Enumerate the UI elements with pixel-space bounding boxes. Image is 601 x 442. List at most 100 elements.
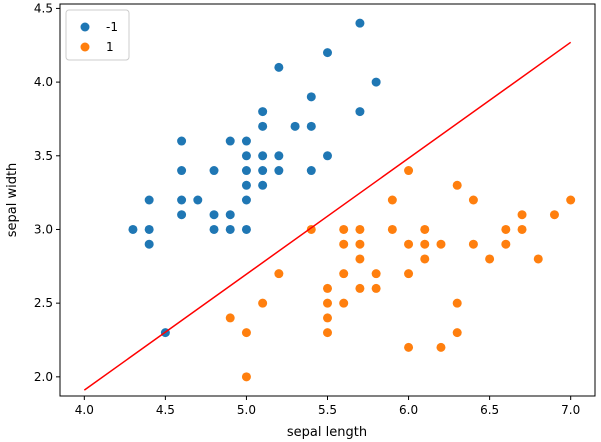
data-point-series-1-6 bbox=[177, 195, 187, 205]
legend-box bbox=[65, 9, 130, 61]
data-point-series-1-19 bbox=[241, 166, 251, 176]
data-point-series-2-24 bbox=[404, 239, 414, 249]
data-point-series-1-16 bbox=[241, 224, 251, 234]
data-point-series-2-23 bbox=[404, 269, 414, 279]
data-point-series-2-31 bbox=[452, 328, 462, 338]
legend-label-series-1: -1 bbox=[106, 20, 118, 34]
data-point-series-2-4 bbox=[274, 269, 284, 279]
y-tick-label: 3.0 bbox=[34, 222, 53, 236]
data-point-series-1-22 bbox=[258, 180, 268, 190]
data-point-series-2-25 bbox=[404, 166, 414, 176]
data-point-series-1-33 bbox=[306, 92, 316, 102]
data-point-series-2-15 bbox=[355, 254, 365, 264]
data-point-series-1-36 bbox=[355, 107, 365, 117]
data-point-series-2-33 bbox=[452, 180, 462, 190]
data-point-series-2-11 bbox=[339, 269, 349, 279]
series-layer bbox=[128, 18, 576, 382]
y-axis-label: sepal width bbox=[5, 163, 20, 238]
data-point-series-2-20 bbox=[387, 224, 397, 234]
data-point-series-1-2 bbox=[144, 224, 154, 234]
x-tick-label: 5.0 bbox=[237, 403, 256, 417]
data-point-series-2-9 bbox=[323, 283, 332, 293]
data-point-series-1-8 bbox=[177, 136, 187, 146]
data-point-series-2-34 bbox=[468, 239, 478, 249]
data-point-series-2-6 bbox=[323, 328, 332, 338]
data-point-series-1-30 bbox=[290, 121, 300, 131]
data-point-series-2-26 bbox=[420, 254, 430, 264]
data-point-series-1-21 bbox=[241, 136, 251, 146]
x-tick-label: 4.5 bbox=[156, 403, 175, 417]
legend-label-series-2: 1 bbox=[106, 40, 114, 54]
data-point-series-1-3 bbox=[144, 195, 154, 205]
y-tick-label: 4.5 bbox=[34, 1, 53, 15]
data-point-series-1-10 bbox=[209, 224, 219, 234]
legend-marker-series-2 bbox=[80, 42, 90, 52]
data-point-series-1-20 bbox=[241, 151, 251, 161]
data-point-series-2-35 bbox=[468, 195, 478, 205]
data-point-series-1-11 bbox=[209, 210, 219, 220]
data-point-series-1-29 bbox=[274, 62, 284, 72]
data-point-series-1-37 bbox=[355, 18, 365, 28]
data-point-series-1-7 bbox=[177, 166, 187, 176]
data-point-series-2-22 bbox=[404, 342, 414, 352]
decision-boundary-line bbox=[83, 41, 572, 391]
data-point-series-1-25 bbox=[258, 121, 268, 131]
data-point-series-1-1 bbox=[144, 239, 154, 249]
data-point-series-1-24 bbox=[258, 151, 268, 161]
data-point-series-2-43 bbox=[566, 195, 576, 205]
x-tick-label: 7.0 bbox=[561, 403, 580, 417]
data-point-series-2-42 bbox=[549, 210, 559, 220]
data-point-series-2-39 bbox=[517, 224, 527, 234]
data-point-series-2-1 bbox=[241, 372, 251, 382]
data-point-series-2-5 bbox=[306, 224, 316, 234]
data-point-series-1-18 bbox=[241, 180, 251, 190]
data-point-series-2-17 bbox=[355, 224, 365, 234]
data-point-series-2-27 bbox=[420, 239, 430, 249]
data-point-series-1-23 bbox=[258, 166, 268, 176]
data-point-series-2-41 bbox=[533, 254, 543, 264]
y-tick-label: 3.5 bbox=[34, 149, 53, 163]
data-point-series-2-19 bbox=[371, 269, 381, 279]
data-point-series-1-13 bbox=[225, 224, 235, 234]
data-point-series-2-3 bbox=[258, 298, 268, 308]
line-layer bbox=[83, 41, 572, 391]
data-point-series-2-18 bbox=[371, 283, 381, 293]
x-axis-label: sepal length bbox=[287, 425, 367, 440]
data-point-series-2-32 bbox=[452, 298, 462, 308]
data-point-series-1-5 bbox=[177, 210, 187, 220]
data-point-series-1-12 bbox=[209, 166, 219, 176]
legend: -1 1 bbox=[65, 9, 130, 61]
data-point-series-2-12 bbox=[339, 239, 349, 249]
data-point-series-2-16 bbox=[355, 239, 365, 249]
data-point-series-1-28 bbox=[274, 151, 284, 161]
data-point-series-2-7 bbox=[323, 313, 332, 323]
data-point-series-2-40 bbox=[517, 210, 527, 220]
data-point-series-1-9 bbox=[193, 195, 203, 205]
x-tick-label: 5.5 bbox=[318, 403, 337, 417]
data-point-series-1-15 bbox=[225, 136, 235, 146]
data-point-series-1-26 bbox=[258, 107, 268, 117]
data-point-series-2-29 bbox=[436, 342, 446, 352]
data-point-series-2-38 bbox=[501, 224, 511, 234]
data-point-series-2-30 bbox=[436, 239, 446, 249]
x-tick-label: 4.0 bbox=[75, 403, 94, 417]
data-point-series-2-14 bbox=[355, 283, 365, 293]
x-axis-ticks: 4.0 4.5 5.0 5.5 6.0 6.5 7.0 bbox=[75, 396, 580, 417]
plot-area bbox=[60, 4, 595, 396]
data-point-series-2-8 bbox=[323, 298, 332, 308]
data-point-series-1-0 bbox=[128, 224, 138, 234]
data-point-series-2-0 bbox=[225, 313, 235, 323]
y-tick-label: 4.0 bbox=[34, 75, 53, 89]
data-point-series-2-10 bbox=[339, 298, 349, 308]
data-point-series-1-31 bbox=[306, 166, 316, 176]
x-tick-label: 6.0 bbox=[399, 403, 418, 417]
data-point-series-1-27 bbox=[274, 166, 284, 176]
data-point-series-1-14 bbox=[225, 210, 235, 220]
data-point-series-2-13 bbox=[339, 224, 349, 234]
y-tick-label: 2.0 bbox=[34, 370, 53, 384]
legend-marker-series-1 bbox=[80, 22, 90, 32]
data-point-series-2-37 bbox=[501, 239, 511, 249]
y-tick-label: 2.5 bbox=[34, 296, 53, 310]
data-point-series-1-32 bbox=[306, 121, 316, 131]
data-point-series-1-35 bbox=[323, 48, 332, 58]
